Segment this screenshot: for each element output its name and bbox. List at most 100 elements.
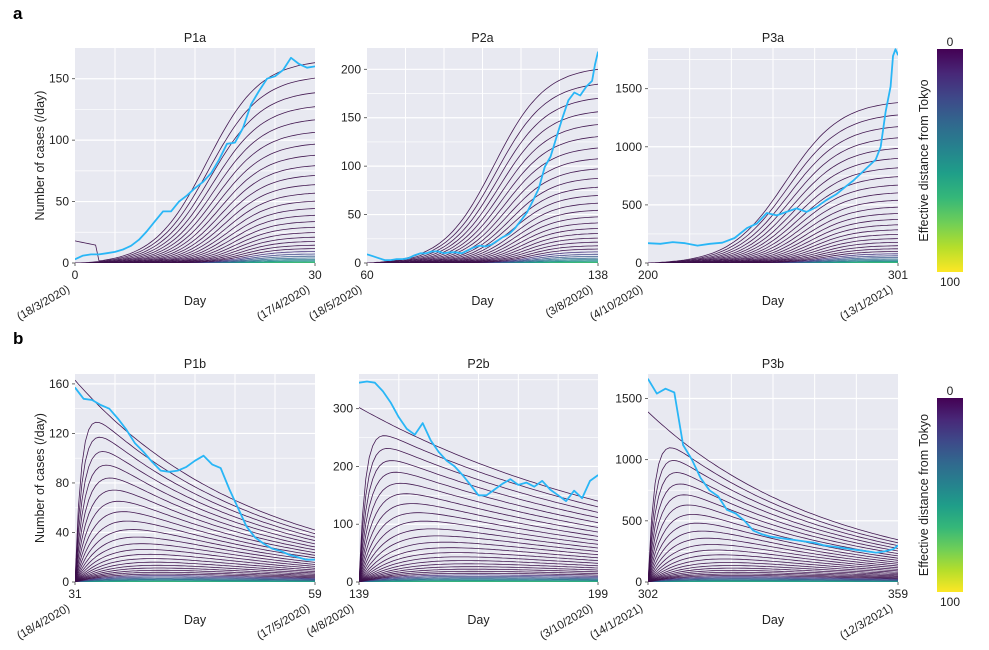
- chart-p1a-xtick-label: 0: [72, 268, 79, 282]
- chart-p2a-observed-point: [407, 257, 410, 259]
- chart-p2b-observed-point: [517, 484, 519, 486]
- chart-p3a-observed-point: [696, 245, 699, 247]
- chart-p3b-observed-point: [779, 537, 781, 539]
- chart-p1b-observed-point: [83, 398, 85, 400]
- chart-p2b-model-curve-14: [359, 552, 598, 582]
- chart-p3a-model-curve-28: [648, 261, 898, 263]
- chart-p2b-model-curves: [359, 380, 598, 582]
- chart-p3b-model-curve-20: [648, 573, 898, 582]
- chart-p2a-model-curve-14: [367, 216, 598, 263]
- chart-p3a-observed-point: [766, 212, 768, 214]
- chart-p2b-observed-point: [430, 439, 432, 441]
- chart-p3a-observed-point: [894, 48, 897, 50]
- chart-p2b-observed-point: [422, 422, 424, 424]
- chart-p1a-observed-point: [138, 239, 140, 241]
- chart-p3b-observed-point: [857, 549, 860, 551]
- chart-p2a-ytick-label: 50: [348, 208, 362, 222]
- chart-p1b-observed-point: [211, 463, 213, 465]
- chart-p1b-model-curve-26: [75, 579, 315, 582]
- chart-p3b-xtick-label: 359: [888, 587, 908, 601]
- chart-p1b-model-curve-23: [75, 576, 315, 582]
- chart-p3b-model-curve-23: [648, 577, 898, 582]
- chart-p2b-model-curve-6: [359, 493, 598, 582]
- chart-p3a-model-curve-4: [648, 148, 898, 263]
- chart-p1a-ytick-label: 100: [49, 133, 69, 147]
- chart-p1a-model-curve-5: [75, 132, 315, 263]
- chart-p1a-observed-point: [146, 230, 148, 232]
- chart-p1b-ytick-label: 160: [49, 377, 69, 391]
- chart-p2a-observed-point: [401, 258, 404, 260]
- chart-p2a-model-curve-5: [367, 136, 598, 263]
- chart-p2b-model-curve-28: [359, 580, 598, 582]
- chart-p2a-model-curve-15: [367, 222, 598, 263]
- chart-p1b-observed-point: [280, 550, 282, 552]
- chart-p1a-observed-point: [258, 90, 260, 92]
- chart-p1b-observed-point: [254, 536, 256, 539]
- chart-p2a-observed-point: [502, 236, 504, 238]
- chart-p1a-model-curve-0: [75, 62, 315, 262]
- chart-p2a-observed-point: [384, 259, 386, 261]
- chart-p3b-model-curve-17: [648, 567, 898, 582]
- chart-p2b-model-curve-25: [359, 578, 598, 582]
- chart-p3b-observed-point: [805, 541, 807, 543]
- chart-p3a-model-curve-27: [648, 260, 898, 263]
- chart-p1b-model-curve-20: [75, 571, 315, 582]
- chart-p2a-observed-point: [490, 244, 492, 246]
- chart-p3a-observed-point: [867, 165, 869, 168]
- chart-p1a-xtick-date: (17/4/2020): [255, 283, 312, 323]
- chart-p1a-observed-point: [98, 253, 100, 255]
- chart-p2b-xtick-date: (3/10/2020): [538, 602, 595, 642]
- chart-p1b-model-curve-19: [75, 569, 315, 582]
- chart-p3a-xlabel: Day: [762, 294, 785, 308]
- chart-p2a-model-curve-10: [367, 186, 598, 263]
- chart-p3b-observed-point: [752, 530, 754, 532]
- chart-p1a-observed-point: [114, 251, 116, 253]
- chart-p3a-ytick-label: 1000: [615, 140, 642, 154]
- chart-p3a-observed-point: [684, 242, 686, 244]
- chart-p2b-observed-point: [414, 434, 416, 436]
- chart-p1b-ylabel: Number of cases (/day): [33, 413, 47, 543]
- chart-p2b-observed-point: [382, 390, 384, 392]
- colorbar-b-tick-top: 0: [947, 384, 954, 398]
- chart-p2b-xlabel: Day: [467, 613, 490, 627]
- chart-p3b-ytick-label: 0: [635, 575, 642, 589]
- chart-p3b-model-curve-8: [648, 522, 898, 582]
- chart-p1a-model-curve-10: [75, 184, 315, 263]
- chart-p1a-model-curve-15: [75, 221, 315, 263]
- chart-p3b-ytick-label: 1000: [615, 453, 642, 467]
- chart-p3a-observed-point: [860, 172, 862, 175]
- chart-p3a-observed-point: [709, 243, 711, 245]
- chart-p2a-model-curves: [367, 51, 598, 263]
- chart-p2a-model-curve-4: [367, 124, 598, 263]
- chart-p3b-model-curve-13: [648, 554, 898, 582]
- chart-p2b-model-curve-9: [359, 520, 598, 582]
- chart-p1b-model-curve-21: [75, 573, 315, 582]
- chart-p1b-model-curve-0: [75, 379, 315, 531]
- chart-p1a-observed-point: [282, 69, 284, 71]
- chart-p2a-model-curve-16: [367, 228, 598, 263]
- chart-p2b-model-curve-18: [359, 566, 598, 582]
- colorbar-a-tick-top: 0: [947, 35, 954, 49]
- chart-p1a-model-curve-29: [75, 261, 315, 263]
- chart-p1b-observed-point: [288, 554, 290, 556]
- chart-p1b-observed-point: [297, 556, 299, 558]
- chart-p2b-observed-point: [493, 489, 495, 491]
- chart-p3a-observed-point: [648, 242, 649, 244]
- chart-p3b-observed-point: [726, 509, 728, 511]
- chart-p1a-ytick-label: 0: [62, 256, 69, 270]
- chart-p1b-model-curve-22: [75, 575, 315, 582]
- chart-p1b-observed-point: [143, 451, 145, 453]
- chart-p3a-ytick-label: 500: [622, 198, 642, 212]
- chart-p3a-model-curve-1: [648, 114, 898, 263]
- chart-p1a-observed-point: [178, 201, 180, 203]
- colorbar-b-bar: [937, 398, 963, 592]
- chart-p1b-observed-point: [100, 404, 102, 406]
- chart-p2a-observed-point: [532, 200, 534, 202]
- chart-p1b-xtick-label: 59: [308, 587, 322, 601]
- chart-p1a-observed-point: [226, 143, 228, 145]
- colorbar-a-label: Effective distance from Tokyo: [917, 79, 931, 241]
- chart-p2b-observed-point: [501, 483, 503, 485]
- chart-p1b-observed-point: [117, 418, 119, 420]
- chart-p2b-ytick-label: 200: [333, 459, 353, 473]
- chart-p3a-observed-point: [776, 214, 778, 216]
